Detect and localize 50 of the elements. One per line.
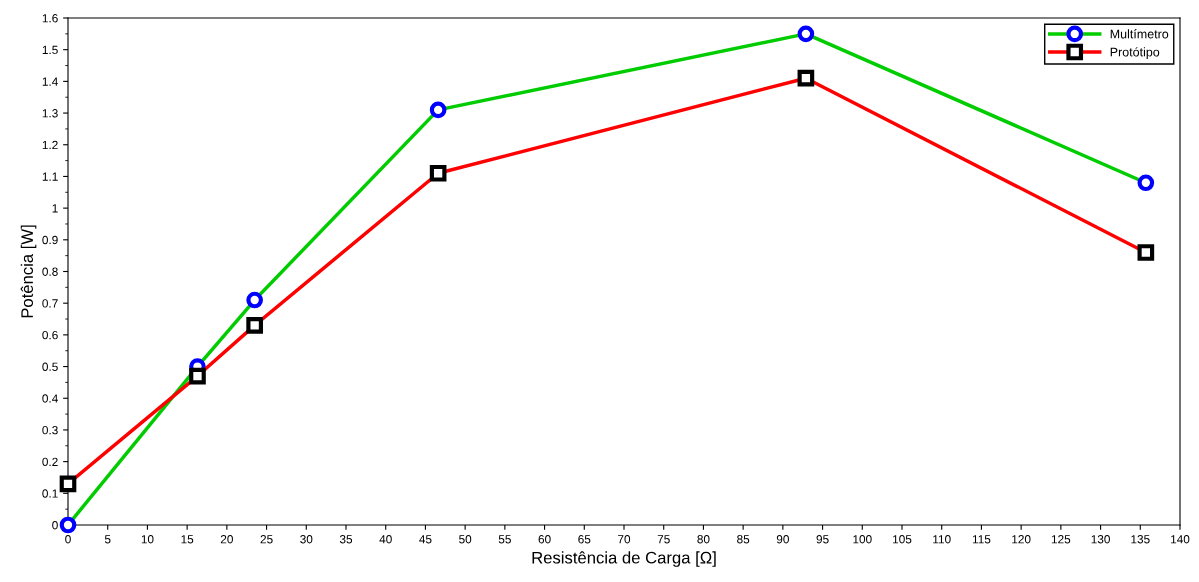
x-axis-title: Resistência de Carga [Ω] (532, 551, 716, 567)
x-tick-label: 105 (893, 535, 912, 544)
y-tick-label: 1.1 (42, 172, 58, 181)
x-tick-label: 100 (853, 535, 872, 544)
x-tick-label: 80 (697, 535, 710, 544)
x-tick-label: 75 (657, 535, 670, 544)
y-tick-label: 1.5 (42, 45, 58, 55)
x-tick-label: 15 (181, 535, 194, 544)
x-tick-label: 35 (339, 535, 353, 544)
x-tick-label: 125 (1051, 535, 1071, 544)
x-tick-label: 85 (737, 535, 750, 544)
x-tick-label: 120 (1012, 535, 1031, 544)
y-tick-label: 1.2 (42, 140, 58, 150)
y-tick-label: 0.6 (42, 330, 58, 340)
y-tick-label: 0.4 (42, 394, 58, 403)
x-tick-label: 45 (419, 535, 432, 544)
x-tick-label: 70 (618, 535, 631, 544)
y-tick-label: 0.7 (42, 299, 58, 308)
x-tick-label: 65 (578, 535, 591, 544)
x-tick-label: 40 (379, 535, 392, 544)
x-tick-label: 115 (972, 535, 991, 544)
y-axis-title: Potência [W] (20, 225, 37, 318)
x-tick-label: 25 (260, 535, 273, 544)
x-tick-label: 50 (459, 535, 472, 544)
y-tick-label: 0.9 (42, 235, 58, 245)
x-tick-label: 0 (65, 535, 71, 544)
y-tick-label: 1.4 (42, 77, 58, 86)
x-tick-label: 5 (104, 535, 111, 544)
x-tick-label: 30 (300, 535, 313, 544)
x-tick-label: 10 (141, 535, 154, 544)
x-tick-label: 60 (538, 535, 551, 544)
y-tick-label: 0.8 (42, 267, 58, 276)
y-tick-label: 1.6 (42, 14, 58, 23)
y-tick-label: 0.2 (42, 457, 58, 467)
x-tick-label: 140 (1171, 535, 1190, 544)
x-tick-label: 55 (498, 535, 511, 544)
x-tick-label: 90 (776, 535, 789, 544)
x-tick-label: 110 (933, 535, 951, 544)
x-tick-label: 135 (1131, 535, 1150, 544)
legend-label: Protótipo (1110, 47, 1160, 59)
x-tick-label: 20 (220, 535, 233, 544)
x-tick-label: 95 (816, 535, 829, 544)
y-tick-label: 0 (52, 521, 58, 530)
y-tick-label: 0.5 (42, 362, 58, 371)
legend-label: Multímetro (1110, 29, 1169, 39)
y-tick-label: 1 (52, 204, 58, 213)
y-tick-label: 0.3 (42, 425, 58, 435)
y-tick-label: 1.3 (42, 109, 58, 118)
y-tick-label: 0.1 (42, 489, 58, 498)
x-tick-label: 130 (1091, 535, 1110, 544)
